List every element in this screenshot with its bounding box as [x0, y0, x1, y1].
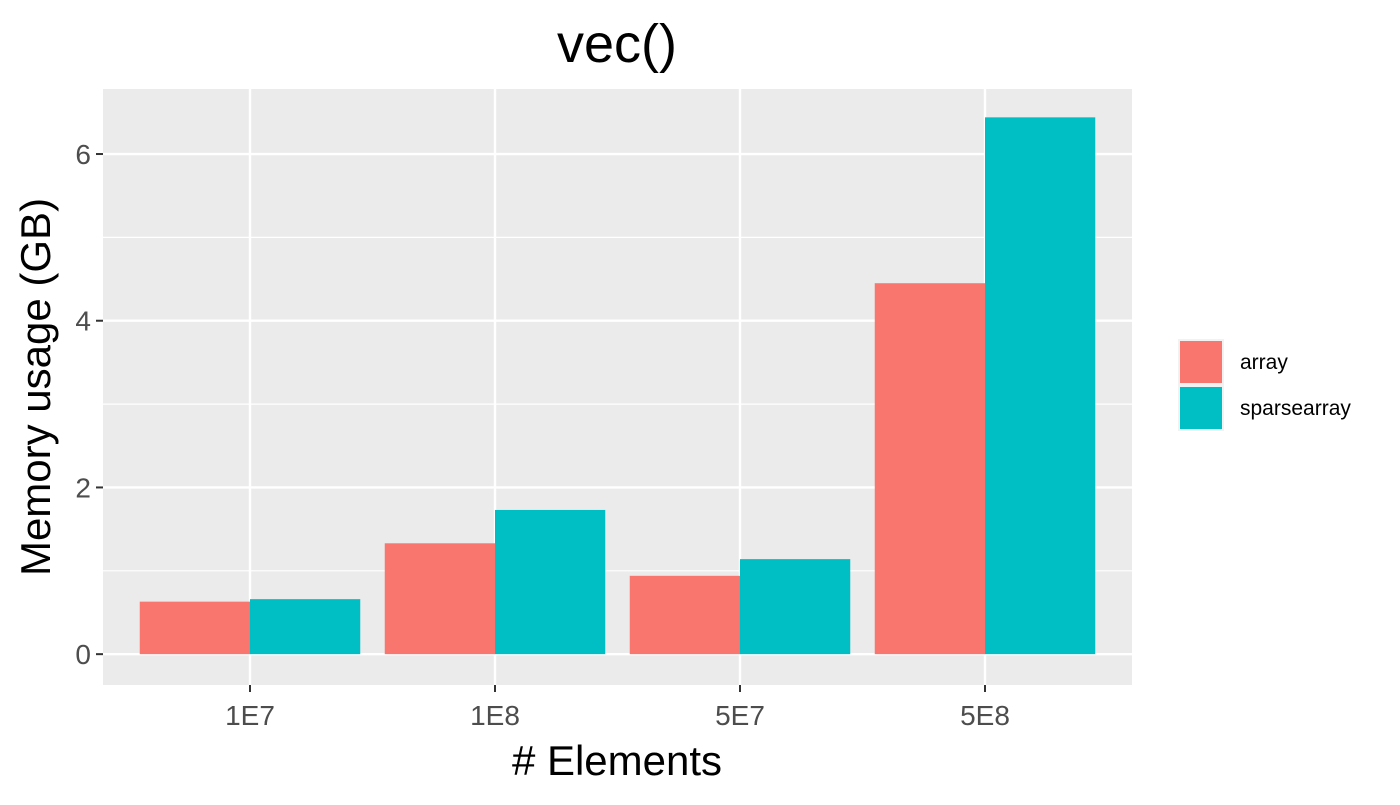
- bar-array-1E8: [384, 543, 495, 655]
- x-tick-label: 5E7: [715, 700, 765, 731]
- y-tick-label: 6: [75, 139, 91, 170]
- y-tick-label: 2: [75, 472, 91, 503]
- bar-array-5E7: [629, 575, 740, 655]
- y-axis-title: Memory usage (GB): [12, 198, 59, 576]
- bar-array-5E8: [874, 283, 985, 655]
- legend: array sparsearray: [1178, 339, 1351, 431]
- x-tick-label: 1E8: [470, 700, 520, 731]
- bar-sparsearray-5E8: [985, 117, 1096, 655]
- bar-sparsearray-1E7: [250, 599, 361, 655]
- x-tick-label: 1E7: [225, 700, 275, 731]
- legend-swatch-array: [1180, 341, 1222, 383]
- bar-sparsearray-5E7: [740, 559, 851, 655]
- legend-label-sparsearray: sparsearray: [1240, 397, 1351, 420]
- bar-sparsearray-1E8: [495, 509, 606, 655]
- axes: 0 2 4 6 1E7 1E8 5E7 5E8: [75, 139, 1009, 731]
- bars: [139, 117, 1096, 655]
- legend-label-array: array: [1240, 351, 1288, 374]
- chart-title: vec(): [557, 14, 677, 74]
- x-axis-title: # Elements: [512, 737, 722, 784]
- legend-swatch-sparsearray: [1180, 387, 1222, 429]
- x-tick-label: 5E8: [960, 700, 1010, 731]
- y-tick-label: 0: [75, 639, 91, 670]
- y-tick-label: 4: [75, 306, 91, 337]
- bar-array-1E7: [139, 601, 250, 655]
